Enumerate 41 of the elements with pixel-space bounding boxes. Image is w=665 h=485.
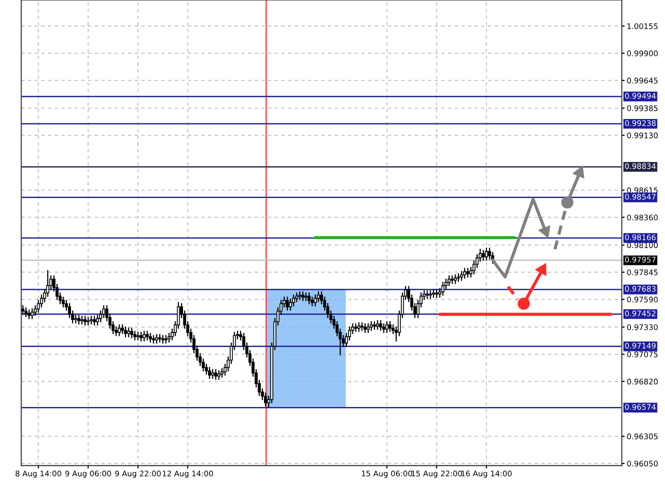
candlestick: [488, 248, 492, 260]
candlestick: [448, 275, 451, 286]
candlestick: [158, 334, 162, 343]
candlestick: [30, 308, 34, 320]
candlestick: [385, 321, 388, 333]
point: [561, 196, 574, 209]
candlestick: [130, 328, 134, 338]
candlestick: [96, 314, 100, 326]
candlestick: [264, 392, 268, 406]
candlestick: [208, 367, 212, 379]
candlestick: [379, 320, 382, 331]
candlestick: [354, 323, 358, 332]
candlestick: [142, 330, 146, 342]
point: [518, 298, 530, 310]
candlestick: [466, 268, 470, 278]
candlestick: [382, 323, 386, 333]
candlestick: [146, 330, 149, 340]
candlestick: [316, 291, 320, 302]
candlestick: [482, 250, 485, 261]
candlestick: [484, 248, 488, 261]
point: [572, 166, 584, 178]
candlestick: [74, 314, 78, 324]
candlestick: [298, 291, 302, 300]
candlestick: [441, 282, 444, 296]
candlestick: [308, 292, 311, 304]
candlestick: [388, 321, 392, 332]
point: [535, 263, 546, 276]
point: [538, 226, 550, 238]
candlestick: [292, 294, 296, 306]
candlestick: [286, 296, 289, 311]
candlestick: [314, 294, 317, 306]
candlestick: [62, 296, 65, 308]
candlestick: [90, 316, 93, 324]
candlestick: [124, 326, 128, 338]
candlestick: [450, 275, 454, 284]
candlestick: [118, 324, 121, 336]
candlestick: [463, 268, 466, 279]
candlestick: [366, 323, 370, 333]
candlestick: [288, 298, 292, 311]
candlestick: [102, 305, 106, 318]
candlestick: [214, 369, 218, 380]
